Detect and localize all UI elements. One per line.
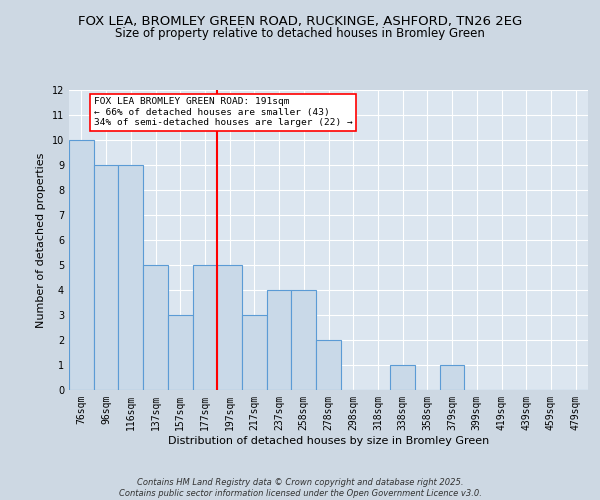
Bar [217,265,242,390]
Bar [69,140,94,390]
Bar [292,290,316,390]
Bar [118,165,143,390]
X-axis label: Distribution of detached houses by size in Bromley Green: Distribution of detached houses by size … [168,436,489,446]
Bar [193,265,217,390]
Bar [94,165,118,390]
Bar [390,365,415,390]
Y-axis label: Number of detached properties: Number of detached properties [36,152,46,328]
Bar [440,365,464,390]
Bar [267,290,292,390]
Text: Size of property relative to detached houses in Bromley Green: Size of property relative to detached ho… [115,28,485,40]
Bar [316,340,341,390]
Bar [242,315,267,390]
Bar [143,265,168,390]
Text: Contains HM Land Registry data © Crown copyright and database right 2025.
Contai: Contains HM Land Registry data © Crown c… [119,478,481,498]
Text: FOX LEA BROMLEY GREEN ROAD: 191sqm
← 66% of detached houses are smaller (43)
34%: FOX LEA BROMLEY GREEN ROAD: 191sqm ← 66%… [94,98,352,128]
Bar [168,315,193,390]
Text: FOX LEA, BROMLEY GREEN ROAD, RUCKINGE, ASHFORD, TN26 2EG: FOX LEA, BROMLEY GREEN ROAD, RUCKINGE, A… [78,15,522,28]
